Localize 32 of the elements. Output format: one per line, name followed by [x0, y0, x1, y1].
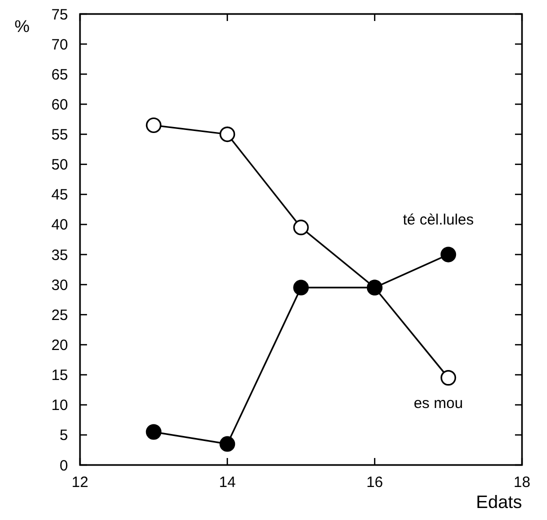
x-tick-label: 18 [514, 474, 530, 491]
y-tick-label: 60 [51, 96, 68, 114]
y-axis-title: % [14, 17, 30, 36]
y-tick-label: 40 [51, 216, 68, 234]
y-tick-label: 0 [60, 457, 68, 474]
x-tick-label: 16 [366, 474, 384, 491]
y-tick-label: 50 [51, 156, 68, 174]
series-label: té cèl.lules [402, 212, 474, 229]
point [220, 126, 236, 142]
x-axis-title: Edats [476, 492, 522, 512]
y-tick-label: 70 [51, 36, 68, 54]
y-tick-label: 65 [51, 66, 68, 84]
y-tick-label: 15 [51, 367, 68, 384]
point [293, 220, 309, 236]
series-label: es mou [414, 394, 463, 412]
point [293, 280, 309, 296]
x-tick-label: 12 [72, 474, 88, 491]
point [220, 436, 236, 452]
y-tick-label: 45 [51, 186, 68, 204]
y-tick-label: 25 [51, 306, 68, 324]
point [146, 117, 162, 134]
y-tick-label: 10 [51, 397, 68, 414]
y-tick-label: 35 [51, 246, 68, 264]
y-tick-label: 5 [60, 427, 68, 444]
point [440, 246, 456, 262]
y-tick-label: 30 [51, 276, 68, 294]
point [146, 424, 162, 440]
x-tick-label: 14 [218, 474, 236, 491]
y-tick-label: 75 [51, 6, 68, 24]
y-tick-label: 55 [51, 126, 68, 144]
point [440, 370, 456, 386]
y-tick-label: 20 [51, 336, 68, 354]
